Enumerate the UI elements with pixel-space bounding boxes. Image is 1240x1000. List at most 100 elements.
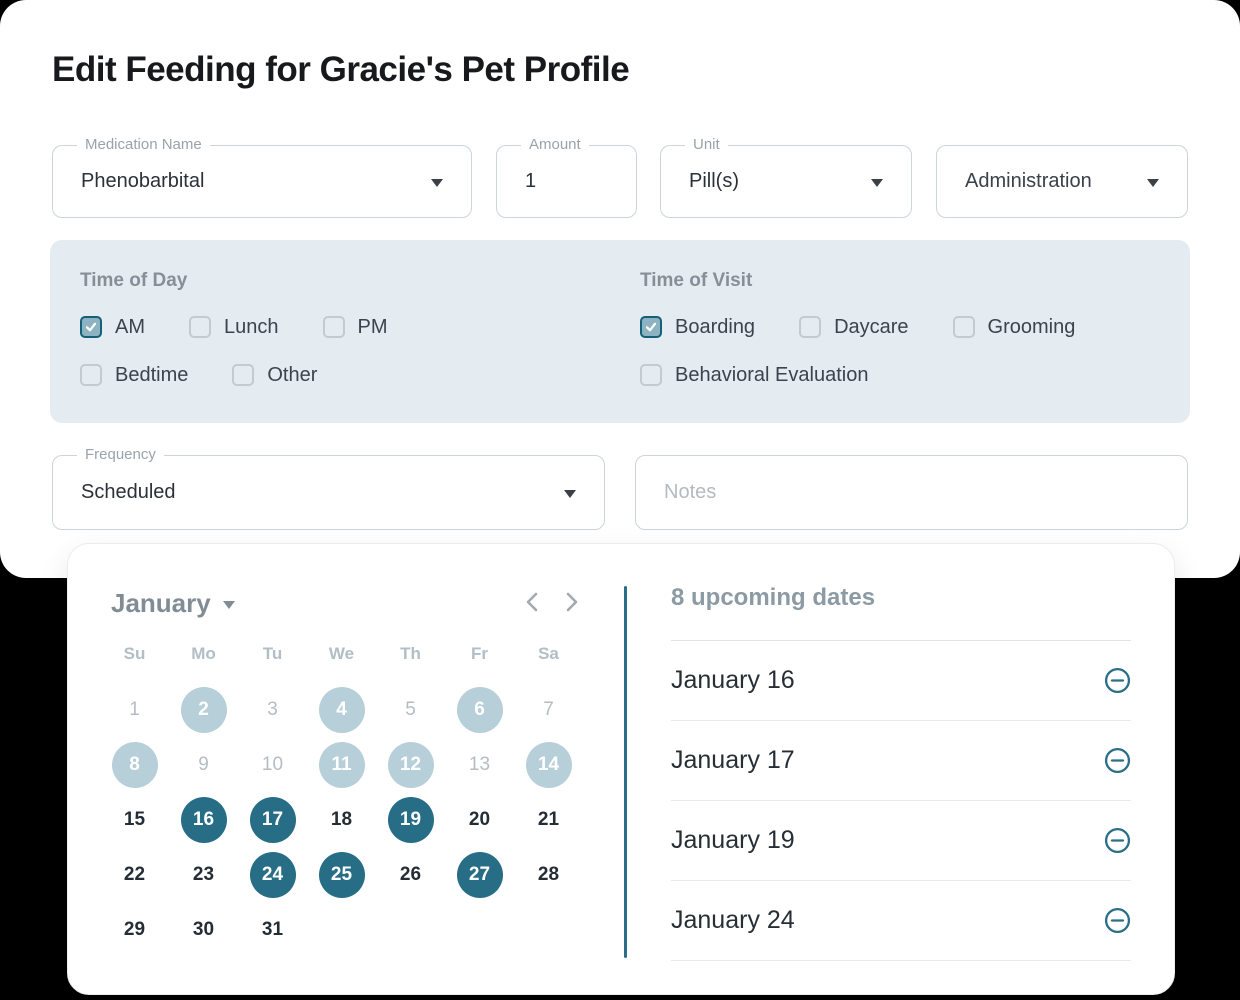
circle-minus-icon xyxy=(1104,907,1130,934)
notes-field-wrap xyxy=(635,455,1188,530)
calendar-day-2[interactable]: 2 xyxy=(169,682,238,737)
vertical-divider xyxy=(624,586,627,958)
amount-value: 1 xyxy=(525,170,537,192)
calendar-day-11[interactable]: 11 xyxy=(307,737,376,792)
circle-minus-icon xyxy=(1104,747,1130,774)
calendar-day-10[interactable]: 10 xyxy=(261,753,284,775)
calendar-day-18[interactable]: 18 xyxy=(330,808,353,830)
checkbox-tov-grooming[interactable]: Grooming xyxy=(952,315,1076,339)
checkbox-tov-boarding[interactable]: Boarding xyxy=(640,316,755,339)
checkbox-tov-behavioral-evaluation[interactable]: Behavioral Evaluation xyxy=(640,364,868,387)
checkbox-label: Other xyxy=(267,363,318,386)
calendar-day-25[interactable]: 25 xyxy=(307,847,376,902)
chevron-left-icon xyxy=(526,592,538,612)
checkbox-label: Daycare xyxy=(834,315,909,338)
checkbox-box[interactable] xyxy=(640,364,662,386)
calendar-day-4[interactable]: 4 xyxy=(307,682,376,737)
calendar-day-22[interactable]: 22 xyxy=(123,863,146,885)
caret-down-icon xyxy=(871,178,883,187)
calendar-day-9[interactable]: 9 xyxy=(198,753,209,775)
checkbox-box[interactable] xyxy=(640,316,662,338)
medication-name-select[interactable]: Medication Name Phenobarbital xyxy=(52,136,472,218)
calendar-day-14[interactable]: 14 xyxy=(514,737,583,792)
calendar-day-1[interactable]: 1 xyxy=(129,698,140,720)
calendar-day-29[interactable]: 29 xyxy=(123,918,146,940)
calendar-day-19[interactable]: 19 xyxy=(376,792,445,847)
amount-field[interactable]: Amount 1 xyxy=(496,136,637,218)
frequency-select[interactable]: Frequency Scheduled xyxy=(52,446,605,530)
calendar-day-27[interactable]: 27 xyxy=(445,847,514,902)
next-month-button[interactable] xyxy=(560,590,584,614)
checkbox-label: AM xyxy=(115,315,145,338)
upcoming-date-label: January 19 xyxy=(671,826,795,854)
page-title: Edit Feeding for Gracie's Pet Profile xyxy=(52,50,630,89)
checkbox-label: Grooming xyxy=(987,315,1076,338)
checkbox-tov-daycare[interactable]: Daycare xyxy=(799,315,909,339)
checkbox-label: Behavioral Evaluation xyxy=(675,363,869,386)
unit-label: Unit xyxy=(685,136,728,153)
calendar-day-30[interactable]: 30 xyxy=(192,918,215,940)
calendar-grid: 1 2 3 4 5 6 7 8 9 10 11 12 13 14 15 16 17 18 19 20 21 22 23 24 2… xyxy=(100,682,583,957)
checkbox-box[interactable] xyxy=(952,316,975,338)
upcoming-date-label: January 16 xyxy=(671,666,795,694)
prev-month-button[interactable] xyxy=(520,590,544,614)
weekday-header-mo: Mo xyxy=(191,644,216,663)
chevron-right-icon xyxy=(566,592,578,612)
remove-date-button[interactable] xyxy=(1103,747,1131,775)
circle-minus-icon xyxy=(1104,827,1130,854)
caret-down-icon xyxy=(564,489,576,498)
checkbox-box[interactable] xyxy=(322,316,345,338)
calendar-day-5[interactable]: 5 xyxy=(405,698,416,720)
notes-input[interactable] xyxy=(664,456,1159,529)
unit-select[interactable]: Unit Pill(s) xyxy=(660,136,912,218)
calendar-day-7[interactable]: 7 xyxy=(543,698,554,720)
caret-down-icon xyxy=(431,178,443,187)
calendar-day-15[interactable]: 15 xyxy=(123,808,146,830)
checkbox-tod-bedtime[interactable]: Bedtime xyxy=(80,364,188,387)
checkbox-label: Lunch xyxy=(224,315,279,338)
calendar-day-24[interactable]: 24 xyxy=(238,847,307,902)
checkbox-label: PM xyxy=(357,315,388,338)
checkbox-tod-other[interactable]: Other xyxy=(232,364,317,387)
calendar-day-17[interactable]: 17 xyxy=(238,792,307,847)
calendar-day-headers: Su Mo Tu We Th Fr Sa xyxy=(100,644,583,664)
circle-minus-icon xyxy=(1104,667,1130,694)
checkbox-tod-pm[interactable]: PM xyxy=(322,315,388,339)
calendar-day-12[interactable]: 12 xyxy=(376,737,445,792)
checkbox-label: Bedtime xyxy=(115,363,189,386)
remove-date-button[interactable] xyxy=(1103,907,1131,935)
administration-select[interactable]: Administration xyxy=(936,145,1188,218)
schedule-options-section: Time of Day AM Lunch PM Bedtime Other Time o… xyxy=(50,240,1190,423)
weekday-header-we: We xyxy=(328,644,355,663)
checkbox-box[interactable] xyxy=(799,316,822,338)
remove-date-button[interactable] xyxy=(1103,667,1131,695)
remove-date-button[interactable] xyxy=(1103,827,1131,855)
checkbox-label: Boarding xyxy=(675,315,756,338)
checkbox-tod-lunch[interactable]: Lunch xyxy=(189,316,279,339)
weekday-header-sa: Sa xyxy=(538,644,559,663)
calendar-day-20[interactable]: 20 xyxy=(468,808,491,830)
calendar-day-23[interactable]: 23 xyxy=(192,863,215,885)
checkbox-box[interactable] xyxy=(80,316,102,338)
time-of-day-title: Time of Day xyxy=(80,270,188,291)
checkbox-tod-am[interactable]: AM xyxy=(80,316,145,339)
calendar-day-28[interactable]: 28 xyxy=(537,863,560,885)
calendar-day-3[interactable]: 3 xyxy=(267,698,278,720)
calendar-day-16[interactable]: 16 xyxy=(169,792,238,847)
calendar-day-26[interactable]: 26 xyxy=(399,863,422,885)
time-of-visit-title: Time of Visit xyxy=(640,270,753,291)
upcoming-dates-list: January 16 January 17 January 19 January 24 xyxy=(671,641,1131,961)
upcoming-dates-title: 8 upcoming dates xyxy=(671,584,1131,641)
month-select[interactable]: January xyxy=(111,588,235,619)
calendar-day-8[interactable]: 8 xyxy=(100,737,169,792)
calendar-day-31[interactable]: 31 xyxy=(261,918,284,940)
calendar-day-13[interactable]: 13 xyxy=(468,753,491,775)
edit-feeding-card: Edit Feeding for Gracie's Pet Profile Me… xyxy=(0,0,1240,578)
calendar-day-6[interactable]: 6 xyxy=(445,682,514,737)
checkbox-box[interactable] xyxy=(189,316,211,338)
checkbox-box[interactable] xyxy=(80,364,102,386)
checkbox-box[interactable] xyxy=(232,364,255,386)
time-of-day-group: Time of Day AM Lunch PM Bedtime Other xyxy=(80,270,388,388)
calendar-day-21[interactable]: 21 xyxy=(537,808,560,830)
